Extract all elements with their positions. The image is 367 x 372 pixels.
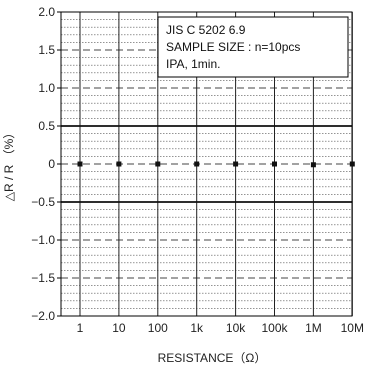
- y-tick-label: −0.5: [31, 195, 55, 209]
- x-axis-ticks: 1 10 100 1k 10k 100k 1M 10M: [77, 321, 364, 335]
- data-point: [310, 162, 316, 168]
- x-tick-label: 100k: [261, 321, 288, 335]
- y-tick-label: 1.5: [38, 43, 55, 57]
- y-tick-label: −1.0: [31, 233, 55, 247]
- annotation-line-1: JIS C 5202 6.9: [166, 23, 246, 37]
- y-tick-label: 0: [48, 157, 55, 171]
- data-point: [155, 161, 161, 167]
- limit-lines: [61, 125, 352, 203]
- data-point: [194, 161, 200, 167]
- y-tick-label: 0.5: [38, 119, 55, 133]
- data-point: [272, 161, 277, 167]
- x-tick-label: 10M: [341, 321, 364, 335]
- annotation-line-3: IPA, 1min.: [166, 57, 220, 71]
- data-points: [77, 161, 355, 168]
- y-tick-label: 1.0: [38, 81, 55, 95]
- y-tick-label: −2.0: [31, 309, 55, 323]
- annotation-line-2: SAMPLE SIZE : n=10pcs: [166, 40, 300, 54]
- annotation-box: JIS C 5202 6.9 SAMPLE SIZE : n=10pcs IPA…: [157, 16, 349, 78]
- x-tick-label: 1: [77, 321, 84, 335]
- data-point: [233, 161, 239, 167]
- y-axis-ticks: 2.0 1.5 1.0 0.5 0 −0.5 −1.0 −1.5 −2.0: [31, 5, 61, 323]
- y-axis-title: △R / R （%）: [2, 127, 16, 202]
- x-tick-label: 1M: [305, 321, 322, 335]
- data-point: [349, 161, 355, 167]
- x-tick-label: 10: [112, 321, 126, 335]
- y-tick-label: −1.5: [31, 271, 55, 285]
- annotation-box-frame: [157, 16, 349, 78]
- data-point: [77, 161, 83, 167]
- x-tick-label: 10k: [226, 321, 246, 335]
- y-tick-label: 2.0: [38, 5, 55, 19]
- x-tick-label: 100: [148, 321, 168, 335]
- x-axis-title: RESISTANCE（Ω）: [158, 351, 267, 365]
- data-point: [116, 161, 122, 167]
- x-tick-label: 1k: [190, 321, 204, 335]
